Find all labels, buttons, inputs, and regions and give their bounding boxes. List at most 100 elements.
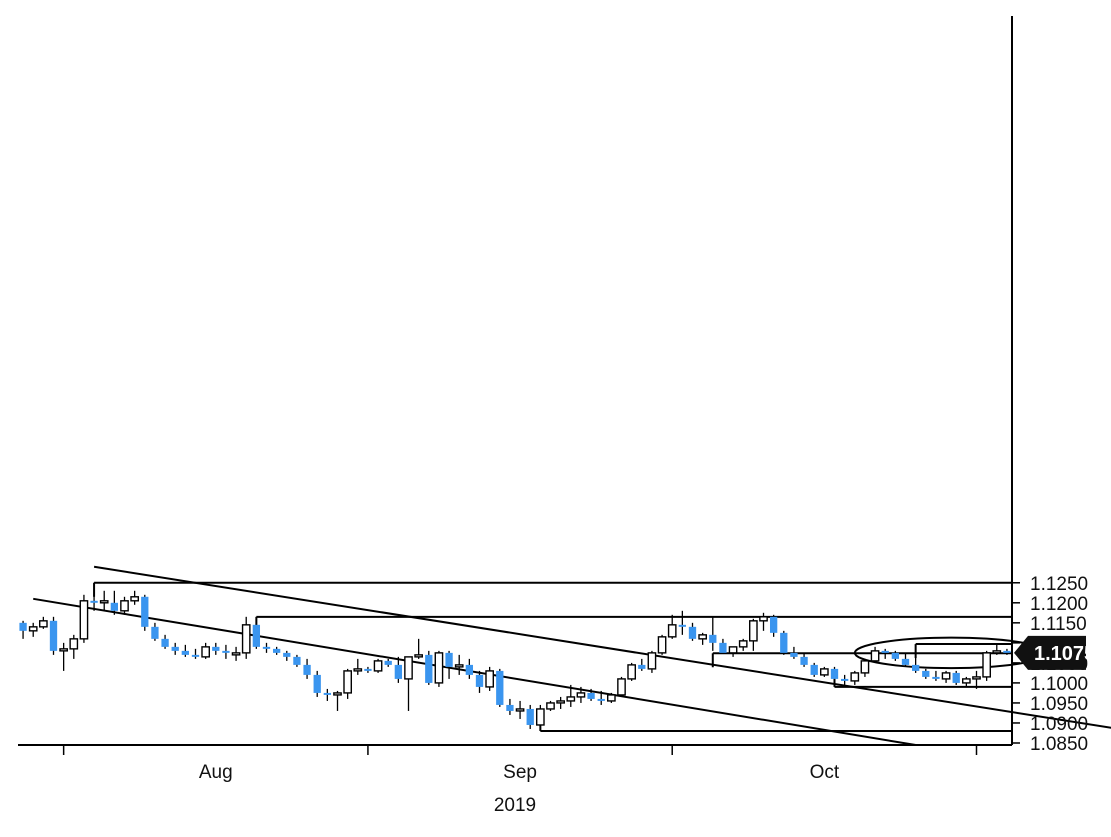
- candle-body-up: [576, 692, 586, 698]
- candle-body-down: [252, 624, 261, 647]
- candle-body-down: [709, 634, 717, 643]
- candle-body-down: [364, 668, 372, 671]
- candle-body-down: [587, 692, 595, 699]
- y-tick-label: 1.0850: [1030, 734, 1088, 755]
- x-tick-label: Oct: [810, 762, 840, 783]
- candle-body-down: [19, 622, 27, 631]
- candle-body-up: [728, 646, 738, 654]
- candle-body-up: [627, 664, 636, 680]
- candle-body-up: [39, 620, 48, 628]
- candle-body-up: [343, 670, 352, 694]
- candle-body-down: [222, 650, 230, 653]
- candle-body-up: [941, 672, 951, 680]
- candle-body-down: [394, 664, 403, 679]
- candle-body-up: [850, 672, 860, 682]
- y-tick-label: 1.1250: [1030, 574, 1088, 595]
- candle-body-up: [647, 652, 657, 670]
- candle-body-up: [870, 650, 880, 662]
- candle-body-down: [922, 670, 930, 677]
- candle-body-down: [49, 620, 58, 651]
- candle-body-up: [353, 668, 363, 672]
- candle-body-up: [241, 624, 251, 654]
- candle-body-up: [99, 600, 109, 604]
- candle-body-up: [231, 652, 241, 656]
- candle-body-up: [536, 708, 545, 726]
- y-tick-label: 1.0900: [1030, 714, 1088, 735]
- candle-body-down: [283, 652, 291, 657]
- candle-body-up: [69, 638, 79, 650]
- x-axis-year-label: 2019: [494, 795, 536, 816]
- last-price-label: 1.1075: [1034, 643, 1095, 665]
- y-tick-label: 1.1150: [1030, 614, 1087, 635]
- candle-body-down: [181, 650, 190, 655]
- trend-line-0: [33, 597, 916, 746]
- candle-body-down: [840, 678, 849, 681]
- candle-body-up: [738, 640, 748, 648]
- candle-body-down: [952, 672, 960, 683]
- candle-body-down: [141, 596, 149, 627]
- candle-body-down: [323, 692, 332, 695]
- candle-body-down: [790, 652, 798, 657]
- candle-body-up: [617, 678, 626, 696]
- candle-body-up: [992, 650, 1002, 654]
- candle-body-down: [719, 642, 727, 653]
- candle-body-up: [130, 596, 139, 602]
- candle-body-down: [597, 698, 605, 701]
- candle-body-down: [1003, 650, 1011, 653]
- candle-body-down: [272, 648, 281, 653]
- candle-body-up: [546, 702, 555, 710]
- candle-body-up: [698, 634, 707, 640]
- candle-body-up: [607, 694, 616, 702]
- candle-body-down: [212, 646, 220, 651]
- candle-body-up: [820, 668, 829, 676]
- candle-body-up: [454, 664, 464, 668]
- candle-body-down: [313, 674, 321, 693]
- y-tick-label: 1.1200: [1030, 594, 1088, 615]
- y-tick-label: 1.0950: [1030, 694, 1088, 715]
- candle-body-down: [901, 658, 910, 665]
- axes-layer: AugSepOctNov20191.12501.12001.11501.1100…: [18, 16, 1095, 816]
- candle-body-up: [201, 646, 210, 658]
- candle-body-up: [485, 670, 494, 688]
- candle-body-down: [445, 652, 453, 667]
- candle-body-up: [404, 656, 413, 680]
- candle-body-down: [932, 676, 940, 679]
- candle-body-up: [373, 660, 383, 672]
- candle-body-down: [151, 626, 159, 639]
- candle-body-down: [506, 704, 514, 711]
- candle-body-down: [303, 664, 311, 675]
- candle-body-up: [556, 700, 565, 704]
- last-price-tag: [1014, 635, 1086, 670]
- candle-body-up: [667, 624, 677, 638]
- candle-body-up: [28, 626, 38, 632]
- candle-body-down: [161, 638, 169, 647]
- candle-body-down: [90, 600, 98, 603]
- candle-body-up: [434, 652, 444, 684]
- x-tick-label: Aug: [199, 762, 233, 783]
- candles-layer: [19, 582, 1011, 731]
- candle-body-up: [120, 600, 129, 612]
- candle-body-up: [962, 678, 971, 684]
- candle-body-up: [515, 708, 525, 712]
- candle-body-down: [638, 664, 646, 669]
- y-tick-label: 1.1000: [1030, 674, 1088, 695]
- candle-body-down: [262, 646, 271, 649]
- candle-body-up: [333, 692, 342, 696]
- candle-body-up: [982, 652, 991, 678]
- candle-body-down: [678, 624, 687, 627]
- candle-body-down: [769, 616, 778, 633]
- candle-body-down: [800, 656, 808, 665]
- trend-line-1: [93, 565, 1111, 729]
- candle-body-down: [830, 668, 839, 679]
- candle-body-up: [759, 616, 768, 622]
- candle-body-down: [496, 670, 504, 705]
- candle-body-down: [891, 652, 900, 659]
- candle-body-up: [860, 660, 870, 674]
- candle-body-up: [566, 696, 576, 702]
- candle-body-down: [171, 646, 179, 651]
- candle-body-down: [780, 632, 788, 653]
- candle-body-up: [79, 600, 89, 640]
- candle-body-up: [749, 620, 758, 642]
- candle-body-down: [526, 708, 534, 725]
